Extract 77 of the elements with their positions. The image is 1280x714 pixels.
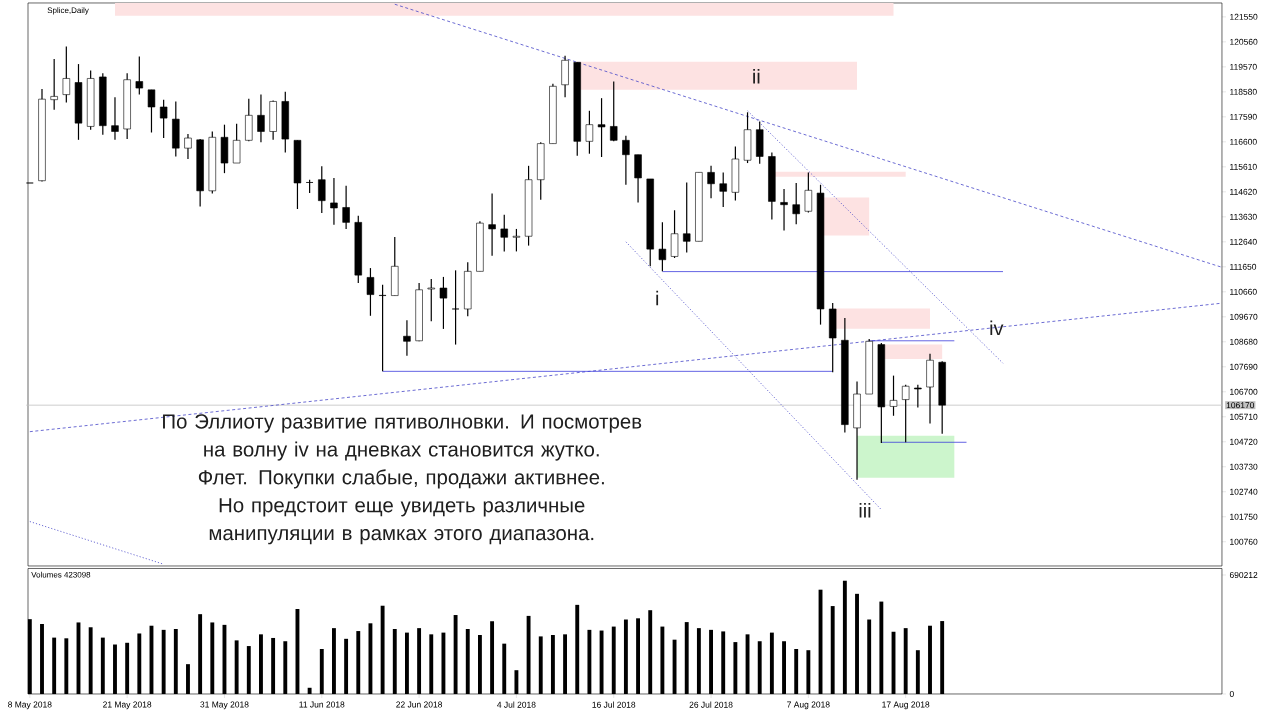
y-tick-label: 114620: [1230, 188, 1257, 195]
x-tick-label: 22 Jun 2018: [396, 701, 443, 708]
y-tick-label: 107690: [1230, 363, 1258, 370]
candlestick: [585, 110, 594, 155]
y-tick-label: 117590: [1230, 113, 1257, 120]
y-tick-label: 115610: [1230, 163, 1257, 170]
y-tick-label: 103730: [1230, 463, 1258, 470]
candlestick: [330, 177, 338, 226]
candlestick: [111, 96, 119, 141]
x-tick-label: 16 Jul 2018: [592, 701, 636, 708]
y-tick-label: 110660: [1230, 288, 1257, 295]
x-tick-label: 4 Jul 2018: [497, 701, 536, 708]
candlestick: [378, 284, 387, 372]
y-tick-label: 112640: [1230, 238, 1257, 245]
candlestick: [318, 165, 326, 214]
candlestick: [792, 182, 800, 225]
candlestick: [403, 319, 411, 357]
y-tick-label: 0: [1229, 690, 1234, 697]
candlestick: [597, 97, 606, 158]
candlestick: [670, 209, 679, 259]
y-tick-label: 104720: [1230, 438, 1258, 445]
candlestick: [184, 133, 192, 160]
candlestick: [451, 269, 460, 346]
candlestick: [257, 94, 265, 143]
candlestick: [366, 267, 375, 317]
y-tick-label: 119570: [1230, 63, 1257, 70]
y-tick-label: 113630: [1230, 213, 1257, 220]
annotation: i: [656, 290, 659, 306]
y-tick-label: 106700: [1230, 388, 1258, 395]
y-tick-label: 111650: [1230, 263, 1257, 270]
candlestick: [50, 58, 58, 111]
candlestick: [683, 181, 691, 254]
x-tick-label: 8 May 2018: [8, 701, 52, 710]
candlestick: [159, 99, 168, 139]
annotation: iii: [859, 503, 871, 518]
candlestick: [427, 278, 435, 322]
candlestick: [232, 123, 241, 164]
candlestick: [342, 185, 350, 230]
candlestick: [889, 375, 898, 417]
annotation: iv: [990, 320, 1004, 336]
candlestick: [500, 214, 508, 253]
candlestick: [439, 276, 448, 330]
annotation: По Эллиоту развитие пятиволновки. И посмотрев на волну iv на дневках становится жутко. Флет. Покупки слабые, продажи активнее. Но предстоит еще увидеть различные манипуляции в рамках этого диапазона.: [163, 414, 642, 545]
y-tick-label: 100760: [1230, 538, 1258, 545]
candlestick: [707, 165, 715, 199]
candlestick: [780, 188, 788, 232]
y-tick-label: 102740: [1230, 488, 1258, 495]
candlestick: [914, 384, 922, 409]
candlestick: [512, 228, 521, 253]
candlestick: [135, 55, 144, 96]
candlestick: [719, 171, 727, 208]
x-tick-label: 31 May 2018: [200, 701, 249, 710]
annotation: ii: [753, 68, 760, 84]
y-tick-label: 109670: [1230, 313, 1258, 320]
y-tick-label: 121550: [1230, 13, 1258, 20]
candlestick: [901, 384, 910, 443]
y-tick-label: 690212: [1229, 572, 1258, 578]
candlestick: [658, 221, 667, 272]
x-tick-label: 26 Jul 2018: [689, 701, 733, 708]
y-tick-label: 101750: [1230, 513, 1258, 520]
x-tick-label: 11 Jun 2018: [299, 701, 345, 708]
y-tick-label: 120560: [1230, 38, 1258, 45]
candlestick: [610, 80, 618, 142]
ref-line-label: 106170: [1226, 402, 1255, 409]
candlestick: [634, 154, 642, 204]
x-tick-label: 17 Aug 2018: [882, 701, 930, 710]
candlestick: [622, 135, 630, 186]
candlestick: [488, 192, 496, 257]
y-tick-label: 108680: [1230, 338, 1258, 345]
y-tick-label: 116600: [1230, 138, 1257, 145]
y-tick-label: 105710: [1230, 413, 1258, 420]
candlestick: [147, 89, 156, 134]
x-tick-label: 7 Aug 2018: [787, 701, 830, 710]
x-tick-label: 21 May 2018: [103, 701, 152, 710]
y-tick-label: 118580: [1230, 88, 1257, 95]
candlestick: [804, 171, 813, 214]
candlestick: [62, 45, 71, 104]
